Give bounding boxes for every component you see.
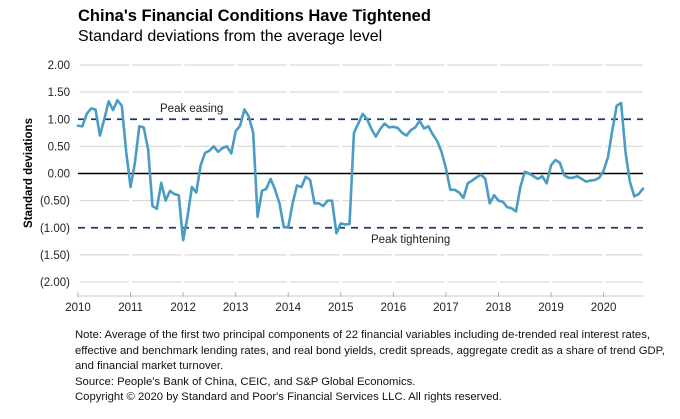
gridlines (79, 64, 643, 283)
note-text: Note: Average of the first two principal… (75, 329, 669, 373)
y-tick-label: 0.00 (48, 169, 70, 181)
chart-subtitle: Standard deviations from the average lev… (78, 28, 383, 45)
x-tick-label: 2014 (275, 302, 301, 314)
reference-lines (78, 118, 643, 229)
y-tick-label: (2.00) (40, 277, 70, 289)
footnotes: Note: Average of the first two principal… (75, 328, 675, 406)
y-axis: 2.00 1.50 1.00 0.50 0.00 (0.50) (1.00) (1.50) (2… (40, 60, 70, 289)
series (76, 98, 645, 242)
x-tick-label: 2017 (433, 302, 459, 314)
x-tick-label: 2010 (65, 302, 91, 314)
x-axis: 2010 2011 2012 2013 2014 2015 2016 2017 2018 2019… (65, 292, 643, 314)
x-tick-label: 2018 (486, 302, 512, 314)
y-axis-label: Standard deviations (23, 118, 35, 228)
y-tick-label: 1.50 (48, 87, 70, 99)
source-text: Source: People's Bank of China, CEIC, an… (75, 375, 416, 388)
copyright-text: Copyright © 2020 by Standard and Poor's … (75, 391, 502, 404)
x-tick-label: 2011 (118, 302, 143, 314)
y-tick-label: 0.50 (48, 141, 70, 153)
chart-title: China's Financial Conditions Have Tighte… (78, 7, 431, 25)
y-tick-label: (0.50) (40, 196, 70, 208)
y-tick-label: 2.00 (48, 60, 70, 72)
x-tick-label: 2020 (591, 302, 617, 314)
y-tick-label: 1.00 (48, 114, 70, 126)
x-tick-label: 2016 (381, 302, 407, 314)
peak-easing-label: Peak easing (160, 103, 223, 115)
x-tick-label: 2019 (538, 302, 564, 314)
y-tick-label: (1.50) (40, 250, 70, 262)
x-tick-label: 2015 (328, 302, 354, 314)
x-tick-label: 2013 (223, 302, 249, 314)
y-tick-label: (1.00) (40, 223, 70, 235)
series-line (76, 98, 645, 242)
peak-tightening-label: Peak tightening (371, 234, 450, 246)
x-tick-label: 2012 (170, 302, 196, 314)
